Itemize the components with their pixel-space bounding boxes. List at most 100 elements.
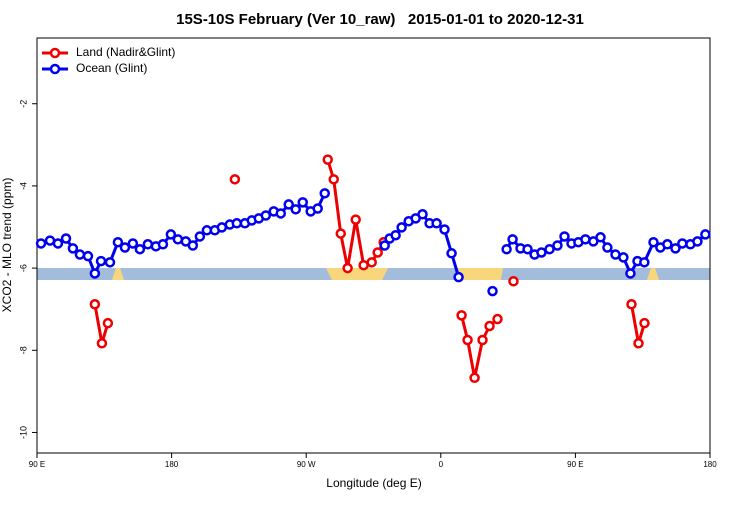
legend-label: Land (Nadir&Glint): [76, 45, 175, 59]
point: [95, 255, 107, 267]
point: [700, 229, 711, 240]
point: [366, 257, 377, 268]
point: [544, 243, 555, 255]
y-tick-label: -8: [18, 346, 28, 354]
y-tick-label: -4: [18, 182, 28, 190]
chart-title: 15S-10S February (Ver 10_raw) 2015-01-01…: [176, 11, 584, 28]
point: [342, 262, 353, 274]
point: [328, 174, 339, 185]
land-patch: [112, 268, 124, 280]
point: [439, 224, 450, 235]
point: [662, 239, 673, 250]
point: [453, 271, 464, 283]
series: [89, 154, 650, 384]
point: [446, 248, 457, 259]
point: [312, 203, 323, 214]
point: [322, 154, 333, 165]
point: [82, 250, 94, 262]
point: [112, 236, 124, 248]
point: [358, 259, 369, 271]
point: [692, 236, 703, 247]
point: [275, 208, 287, 219]
point: [522, 243, 533, 255]
point: [231, 218, 243, 229]
point: [477, 334, 488, 346]
land-patch: [458, 268, 503, 280]
point: [595, 232, 606, 243]
x-tick-label: 90 E: [567, 460, 583, 469]
point: [157, 239, 169, 250]
land-mask: [37, 268, 710, 280]
x-tick-label: 180: [165, 460, 179, 469]
land-patch: [326, 268, 388, 280]
point: [639, 257, 650, 268]
point: [335, 228, 346, 239]
point: [552, 240, 563, 251]
point: [396, 222, 407, 233]
point: [104, 257, 116, 268]
point: [297, 197, 309, 208]
point: [492, 313, 503, 325]
point: [134, 243, 146, 255]
point: [187, 240, 199, 251]
point: [260, 210, 272, 221]
x-tick-label: 90 E: [29, 460, 45, 469]
point: [390, 229, 401, 241]
point: [52, 238, 64, 249]
x-tick-label: 0: [439, 460, 444, 469]
point: [67, 243, 79, 254]
point: [379, 240, 390, 251]
y-tick-label: -10: [18, 426, 28, 439]
x-axis-label: Longitude (deg E): [326, 476, 421, 490]
point: [102, 317, 114, 329]
x-tick-label: 180: [703, 460, 717, 469]
point: [536, 247, 547, 258]
legend-marker: [49, 47, 61, 59]
point: [462, 334, 473, 346]
point: [229, 174, 241, 185]
point: [648, 236, 659, 248]
point: [670, 243, 681, 254]
legend-label: Ocean (Glint): [76, 61, 147, 75]
point: [372, 247, 383, 258]
point: [456, 310, 467, 321]
point: [89, 299, 101, 310]
point: [559, 231, 570, 242]
point: [469, 372, 480, 384]
point: [484, 320, 495, 332]
point: [74, 249, 86, 260]
point: [626, 299, 637, 310]
x-tick-label: 90 W: [297, 460, 316, 469]
point: [602, 242, 613, 253]
legend-marker: [49, 63, 61, 75]
point: [633, 338, 644, 349]
point: [639, 317, 650, 329]
y-axis-label: XCO2 - MLO trend (ppm): [0, 178, 14, 313]
land-patch: [647, 268, 659, 280]
point: [487, 285, 498, 297]
series: [35, 188, 711, 297]
point: [96, 338, 108, 349]
point: [165, 229, 177, 240]
point: [194, 231, 206, 242]
point: [319, 188, 330, 199]
point: [507, 234, 518, 245]
point: [35, 238, 47, 249]
point: [60, 233, 72, 244]
point: [89, 268, 101, 279]
point: [625, 268, 636, 279]
point: [350, 214, 361, 225]
point: [431, 218, 442, 229]
y-tick-label: -2: [18, 100, 28, 108]
point: [501, 243, 512, 255]
point: [119, 242, 131, 253]
point: [417, 209, 428, 220]
y-tick-label: -6: [18, 264, 28, 272]
point: [290, 204, 301, 215]
legend: Land (Nadir&Glint) Ocean (Glint): [42, 45, 175, 75]
point: [142, 239, 154, 250]
point: [677, 238, 688, 249]
point: [508, 275, 519, 287]
point: [618, 252, 629, 263]
